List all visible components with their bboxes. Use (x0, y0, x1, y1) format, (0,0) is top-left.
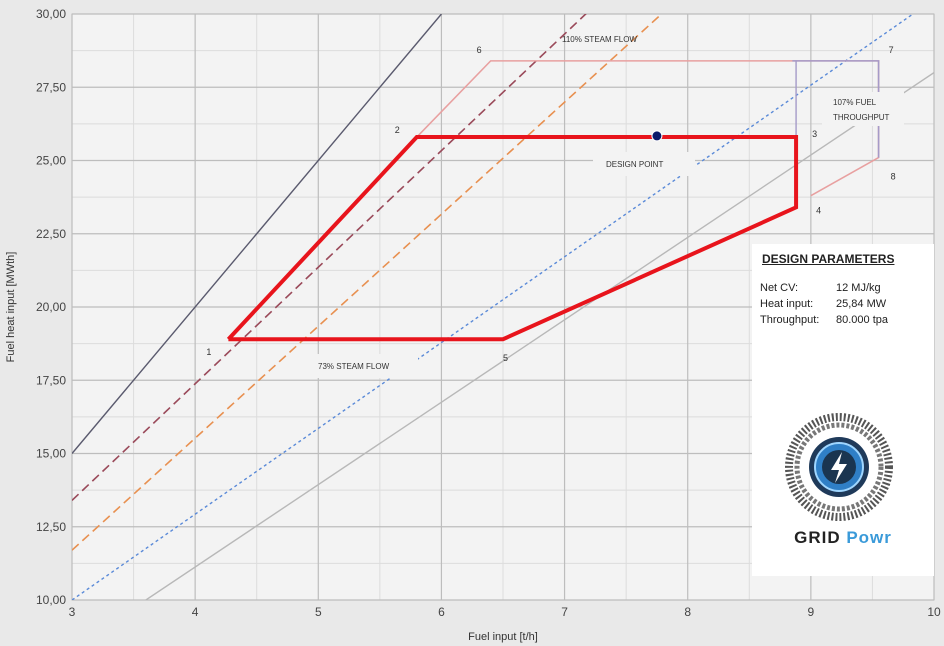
design-point-label: DESIGN POINT (606, 160, 663, 169)
point-label-5: 5 (503, 353, 508, 363)
reference-lines (72, 14, 934, 600)
reference-line-5 (145, 72, 934, 600)
param-label: Throughput: (760, 314, 820, 326)
param-value: 12 MJ/kg (836, 282, 881, 294)
design-point-group (651, 130, 663, 142)
x-tick-label: 4 (192, 605, 199, 619)
point-label-3: 3 (812, 129, 817, 139)
param-row-throughput: Throughput: 80.000 tpa (760, 314, 888, 326)
param-row-heat-input: Heat input: 25,84 MW (760, 298, 886, 310)
reference-line-1 (72, 14, 442, 454)
x-tick-label: 7 (561, 605, 568, 619)
annotation-107-fuel: 107% FUEL (833, 98, 877, 107)
envelopes (226, 60, 880, 342)
reference-line-4 (72, 14, 915, 600)
y-tick-label: 20,00 (36, 300, 66, 314)
y-axis-title: Fuel heat input [MWth] (5, 252, 17, 363)
x-tick-labels: 3 4 5 6 7 8 9 10 (69, 605, 941, 619)
param-value: 25,84 MW (836, 298, 887, 310)
design-point-marker (651, 130, 663, 142)
point-label-1: 1 (206, 347, 211, 357)
y-tick-label: 10,00 (36, 593, 66, 607)
param-label: Net CV: (760, 282, 799, 294)
reference-line-3 (72, 14, 663, 551)
y-tick-label: 12,50 (36, 520, 66, 534)
y-tick-label: 27,50 (36, 80, 66, 94)
brand-logo-text: GRID Powr (752, 528, 934, 548)
x-tick-label: 6 (438, 605, 445, 619)
point-label-4: 4 (816, 205, 821, 215)
lightning-bolt-icon (785, 413, 893, 521)
point-label-8: 8 (891, 172, 896, 182)
x-tick-label: 8 (684, 605, 691, 619)
y-tick-label: 22,50 (36, 227, 66, 241)
y-tick-labels: 10,00 12,50 15,00 17,50 20,00 22,50 25,00 27,50… (36, 7, 66, 607)
annotation-throughput: THROUGHPUT (833, 113, 890, 122)
operating-envelope-line (226, 135, 799, 342)
param-row-net-cv: Net CV: 12 MJ/kg (760, 282, 881, 294)
y-tick-label: 25,00 (36, 154, 66, 168)
brand-part-1: GRID (794, 528, 841, 547)
design-parameters-panel: DESIGN PARAMETERS Net CV: 12 MJ/kg Heat i… (752, 244, 934, 576)
annotation-110-steam-flow: 110% STEAM FLOW (562, 35, 637, 44)
point-label-7: 7 (889, 45, 894, 55)
design-point-label-box (593, 152, 695, 176)
point-label-6: 6 (477, 45, 482, 55)
brand-part-2: Powr (846, 528, 892, 547)
x-axis-title: Fuel input [t/h] (468, 631, 538, 643)
annotation-73-steam-flow: 73% STEAM FLOW (318, 362, 390, 371)
annotation-73-box (308, 354, 418, 378)
design-parameters-title: DESIGN PARAMETERS (762, 252, 895, 266)
x-tick-label: 9 (808, 605, 815, 619)
param-label: Heat input: (760, 298, 814, 310)
x-tick-label: 5 (315, 605, 322, 619)
point-labels: 1 2 3 4 5 6 7 8 (206, 45, 895, 363)
reference-line-2 (72, 14, 587, 501)
point-label-2: 2 (395, 125, 400, 135)
y-tick-label: 15,00 (36, 447, 66, 461)
param-value: 80.000 tpa (836, 314, 888, 326)
x-tick-label: 10 (927, 605, 941, 619)
y-tick-label: 30,00 (36, 7, 66, 21)
annotation-107-box (822, 92, 904, 126)
y-tick-label: 17,50 (36, 373, 66, 387)
x-tick-label: 3 (69, 605, 76, 619)
